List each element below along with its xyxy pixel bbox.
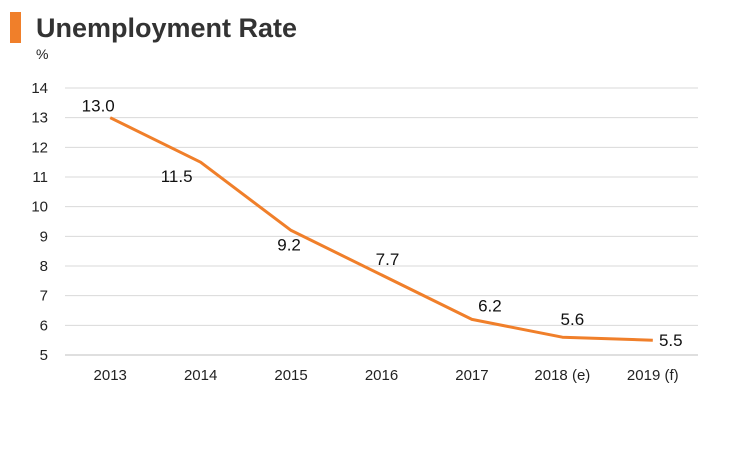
data-label: 9.2 (277, 235, 301, 254)
y-axis-ticks: 5 6 7 8 9 10 11 12 13 14 (31, 80, 48, 364)
y-tick-label: 5 (40, 347, 48, 364)
data-label: 6.2 (478, 296, 502, 315)
data-label: 5.6 (561, 310, 585, 329)
data-labels: 13.0 11.5 9.2 7.7 6.2 5.6 5.5 (82, 97, 683, 350)
data-label: 11.5 (161, 167, 193, 186)
x-tick-label: 2016 (365, 367, 398, 384)
title-accent-bar (10, 12, 21, 43)
y-tick-label: 13 (31, 110, 48, 127)
data-label: 5.5 (659, 331, 683, 350)
x-tick-label: 2013 (94, 367, 127, 384)
y-axis-unit: % (36, 46, 49, 62)
y-tick-label: 8 (40, 258, 48, 275)
y-tick-label: 14 (31, 80, 48, 97)
series-line (109, 116, 653, 342)
data-label: 13.0 (82, 97, 115, 116)
y-tick-label: 6 (40, 317, 48, 334)
x-axis-ticks: 2013 2014 2015 2016 2017 2018 (e) 2019 (f) (94, 367, 679, 384)
gridlines (65, 87, 698, 356)
x-tick-label: 2015 (274, 367, 307, 384)
y-tick-label: 7 (40, 288, 48, 305)
y-tick-label: 9 (40, 228, 48, 245)
y-tick-label: 12 (31, 139, 48, 156)
data-label: 7.7 (376, 250, 400, 269)
x-tick-label: 2017 (455, 367, 488, 384)
y-tick-label: 10 (31, 199, 48, 216)
y-tick-label: 11 (32, 169, 48, 186)
x-tick-label: 2019 (f) (627, 367, 679, 384)
x-tick-label: 2014 (184, 367, 217, 384)
chart-title: Unemployment Rate (36, 13, 298, 43)
x-tick-label: 2018 (e) (534, 367, 590, 384)
